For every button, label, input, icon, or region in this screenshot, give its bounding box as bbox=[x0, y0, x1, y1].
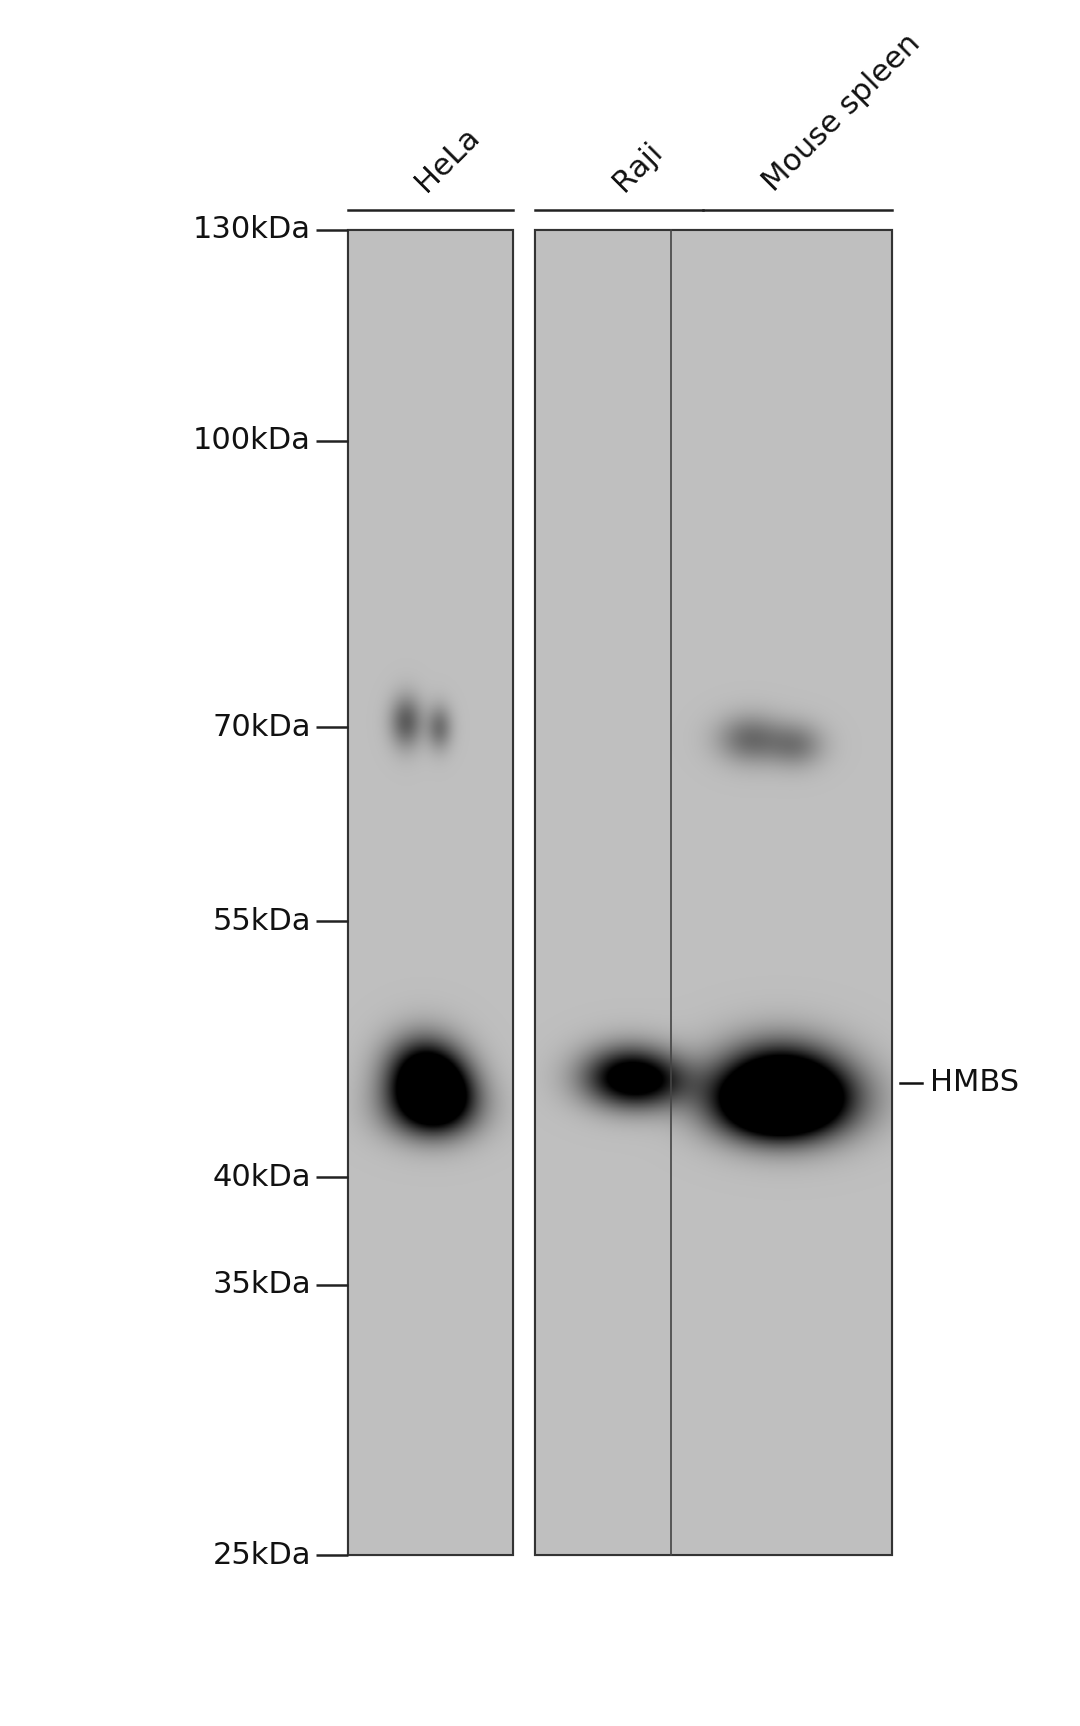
Bar bbox=[348, 230, 513, 1555]
Text: Raji: Raji bbox=[607, 136, 667, 197]
Text: 40kDa: 40kDa bbox=[213, 1163, 311, 1193]
Text: 100kDa: 100kDa bbox=[193, 426, 311, 456]
Text: 70kDa: 70kDa bbox=[213, 713, 311, 742]
Bar bbox=[535, 230, 892, 1555]
Text: 55kDa: 55kDa bbox=[213, 906, 311, 935]
Text: HMBS: HMBS bbox=[930, 1068, 1020, 1098]
Bar bbox=[348, 230, 513, 1555]
Text: 25kDa: 25kDa bbox=[213, 1541, 311, 1571]
Text: 130kDa: 130kDa bbox=[193, 216, 311, 243]
Bar bbox=[535, 230, 892, 1555]
Text: HeLa: HeLa bbox=[410, 121, 486, 197]
Text: Mouse spleen: Mouse spleen bbox=[757, 29, 926, 197]
Text: 35kDa: 35kDa bbox=[212, 1270, 311, 1300]
